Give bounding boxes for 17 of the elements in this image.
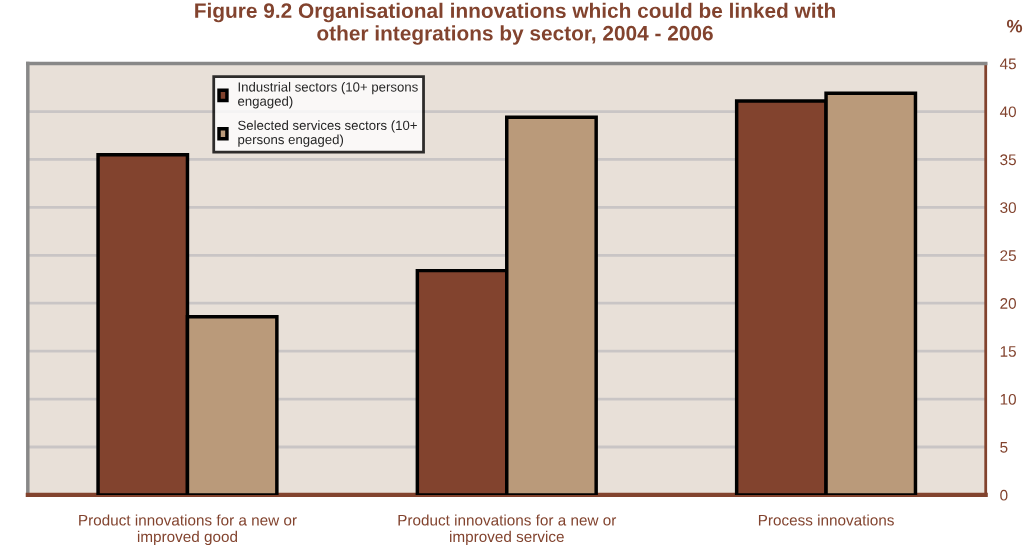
x-tick-label: Product innovations for a new or improved good <box>79 514 297 546</box>
x-tick-label: Product innovations for a new or improved service <box>398 514 617 546</box>
y-tick-label: 35 <box>1000 154 1016 166</box>
y-tick-label: 5 <box>1000 442 1008 453</box>
y-tick-label: 0 <box>1000 489 1008 501</box>
y-tick-label: 20 <box>1000 298 1016 309</box>
y-axis-title: % <box>1006 19 1023 33</box>
legend-label: Industrial sectors (10+ persons engaged) <box>238 81 418 109</box>
y-tick-label: 45 <box>999 58 1016 70</box>
y-tick-label: 10 <box>1000 393 1016 405</box>
chart-title: Figure 9.2 Organisational innovations which could be linked with other integrations by sector, 2004 - 2006 <box>195 2 835 45</box>
y-tick-label: 40 <box>999 106 1016 118</box>
y-tick-label: 30 <box>1000 202 1016 214</box>
legend-label: Selected services sectors (10+ persons engaged) <box>238 120 417 147</box>
y-tick-label: 15 <box>1000 346 1016 357</box>
y-tick-label: 25 <box>1000 250 1016 261</box>
x-tick-label: Process innovations <box>758 514 894 526</box>
